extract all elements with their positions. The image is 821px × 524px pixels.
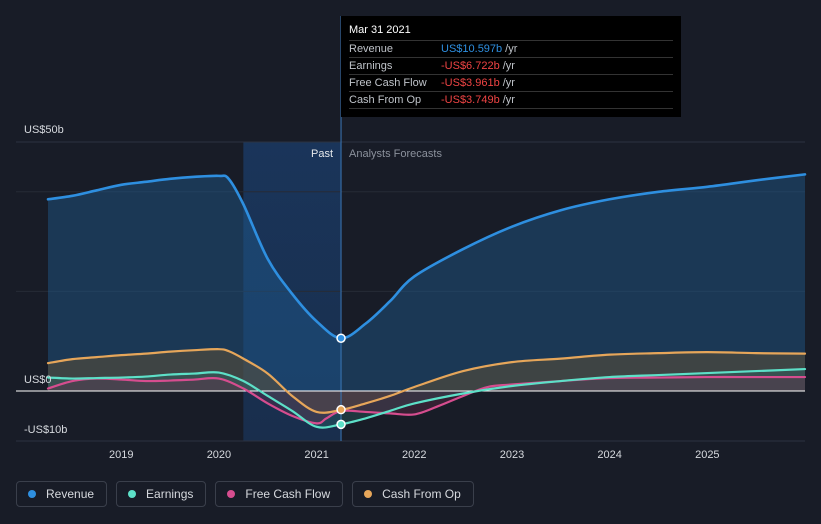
tooltip: Mar 31 2021 Revenue US$10.597b/yr Earnings… bbox=[341, 16, 681, 117]
legend: Revenue Earnings Free Cash Flow Cash From O… bbox=[16, 481, 474, 507]
x-tick-label: 2022 bbox=[402, 449, 426, 461]
legend-dot-icon bbox=[364, 490, 373, 498]
line-revenue bbox=[46, 173, 807, 340]
tooltip-row-label: Earnings bbox=[349, 60, 393, 72]
marker-cash-from-op bbox=[336, 404, 346, 415]
area-earnings bbox=[48, 369, 805, 428]
marker-earnings bbox=[336, 419, 346, 430]
tooltip-date: Mar 31 2021 bbox=[349, 24, 673, 41]
tooltip-row: Cash From Op -US$3.749b/yr bbox=[349, 92, 673, 109]
tooltip-row-value: -US$6.722b bbox=[441, 60, 500, 72]
legend-dot-icon bbox=[128, 490, 137, 498]
legend-label: Free Cash Flow bbox=[245, 487, 331, 501]
tooltip-row-unit: /yr bbox=[502, 77, 515, 89]
tooltip-row-label: Cash From Op bbox=[349, 94, 422, 106]
tooltip-row-value: -US$3.961b bbox=[441, 77, 500, 89]
legend-item-cash-from-op[interactable]: Cash From Op bbox=[352, 481, 474, 507]
legend-label: Earnings bbox=[146, 487, 194, 501]
legend-dot-icon bbox=[28, 490, 36, 498]
tooltip-row: Revenue US$10.597b/yr bbox=[349, 41, 673, 58]
legend-label: Revenue bbox=[46, 487, 95, 501]
past-label: Past bbox=[311, 148, 333, 160]
area-cash-from-op bbox=[48, 349, 805, 413]
line-earnings bbox=[46, 367, 807, 429]
series-areas bbox=[48, 174, 805, 428]
y-axis-label-zero: US$0 bbox=[24, 374, 52, 386]
tooltip-row-label: Revenue bbox=[349, 43, 394, 55]
gridlines bbox=[16, 141, 805, 442]
tooltip-row-label: Free Cash Flow bbox=[349, 77, 427, 89]
y-axis-label-top: US$50b bbox=[24, 124, 64, 136]
tooltip-row: Earnings -US$6.722b/yr bbox=[349, 58, 673, 75]
y-axis-label-bottom: -US$10b bbox=[24, 424, 67, 436]
line-cash-from-op bbox=[46, 348, 807, 414]
x-tick-label: 2025 bbox=[695, 449, 719, 461]
x-tick-label: 2021 bbox=[304, 449, 328, 461]
legend-item-earnings[interactable]: Earnings bbox=[116, 481, 207, 507]
legend-item-revenue[interactable]: Revenue bbox=[16, 481, 108, 507]
tooltip-row: Free Cash Flow -US$3.961b/yr bbox=[349, 75, 673, 92]
x-axis-ticks: 2019 2020 2021 2022 2023 2024 2025 bbox=[109, 449, 720, 461]
legend-dot-icon bbox=[227, 490, 236, 498]
legend-label: Cash From Op bbox=[382, 487, 461, 501]
legend-item-free-cash-flow[interactable]: Free Cash Flow bbox=[215, 481, 344, 507]
tooltip-row-value: US$10.597b bbox=[441, 43, 503, 55]
x-tick-label: 2023 bbox=[500, 449, 524, 461]
marker-revenue bbox=[336, 333, 346, 343]
tooltip-row-unit: /yr bbox=[505, 43, 518, 55]
x-tick-label: 2019 bbox=[109, 449, 133, 461]
tooltip-row-unit: /yr bbox=[502, 94, 515, 106]
tooltip-row-unit: /yr bbox=[502, 60, 515, 72]
forecast-label: Analysts Forecasts bbox=[349, 148, 442, 160]
tooltip-row-value: -US$3.749b bbox=[441, 94, 500, 106]
series-markers bbox=[336, 333, 346, 430]
x-tick-label: 2024 bbox=[597, 449, 621, 461]
x-tick-label: 2020 bbox=[207, 449, 231, 461]
area-revenue bbox=[48, 174, 805, 391]
